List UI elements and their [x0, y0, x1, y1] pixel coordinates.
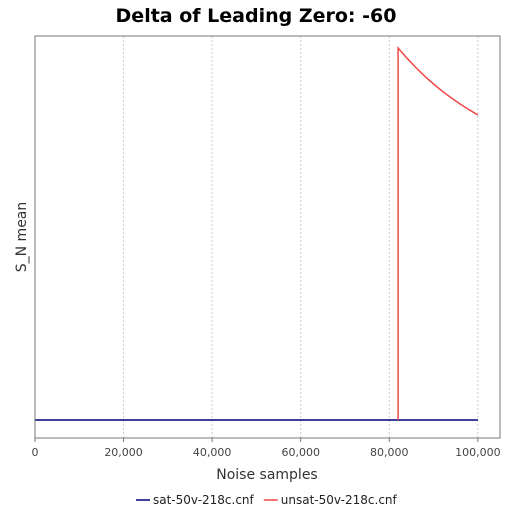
- series-layer: [35, 45, 479, 421]
- x-tick-label: 40,000: [193, 446, 232, 459]
- x-axis-label: Noise samples: [216, 467, 317, 483]
- x-tick-label: 0: [32, 446, 39, 459]
- chart-title: Delta of Leading Zero: -60: [116, 5, 397, 27]
- x-axis-ticks: 0 20,000 40,000 60,000 80,000 100,000: [32, 438, 501, 459]
- legend-entry-label: sat-50v-218c.cnf: [153, 493, 255, 507]
- y-axis-label: S_N mean: [14, 202, 30, 273]
- plot-border: [34, 35, 501, 439]
- legend-entry-label: unsat-50v-218c.cnf: [281, 493, 398, 507]
- x-tick-label: 60,000: [281, 446, 320, 459]
- x-tick-label: 80,000: [370, 446, 409, 459]
- legend: sat-50v-218c.cnf unsat-50v-218c.cnf: [136, 493, 398, 507]
- grid-lines: [123, 36, 479, 438]
- x-tick-label: 100,000: [455, 446, 501, 459]
- x-tick-label: 20,000: [104, 446, 143, 459]
- series-line: [397, 45, 479, 420]
- plot-area: [35, 36, 500, 438]
